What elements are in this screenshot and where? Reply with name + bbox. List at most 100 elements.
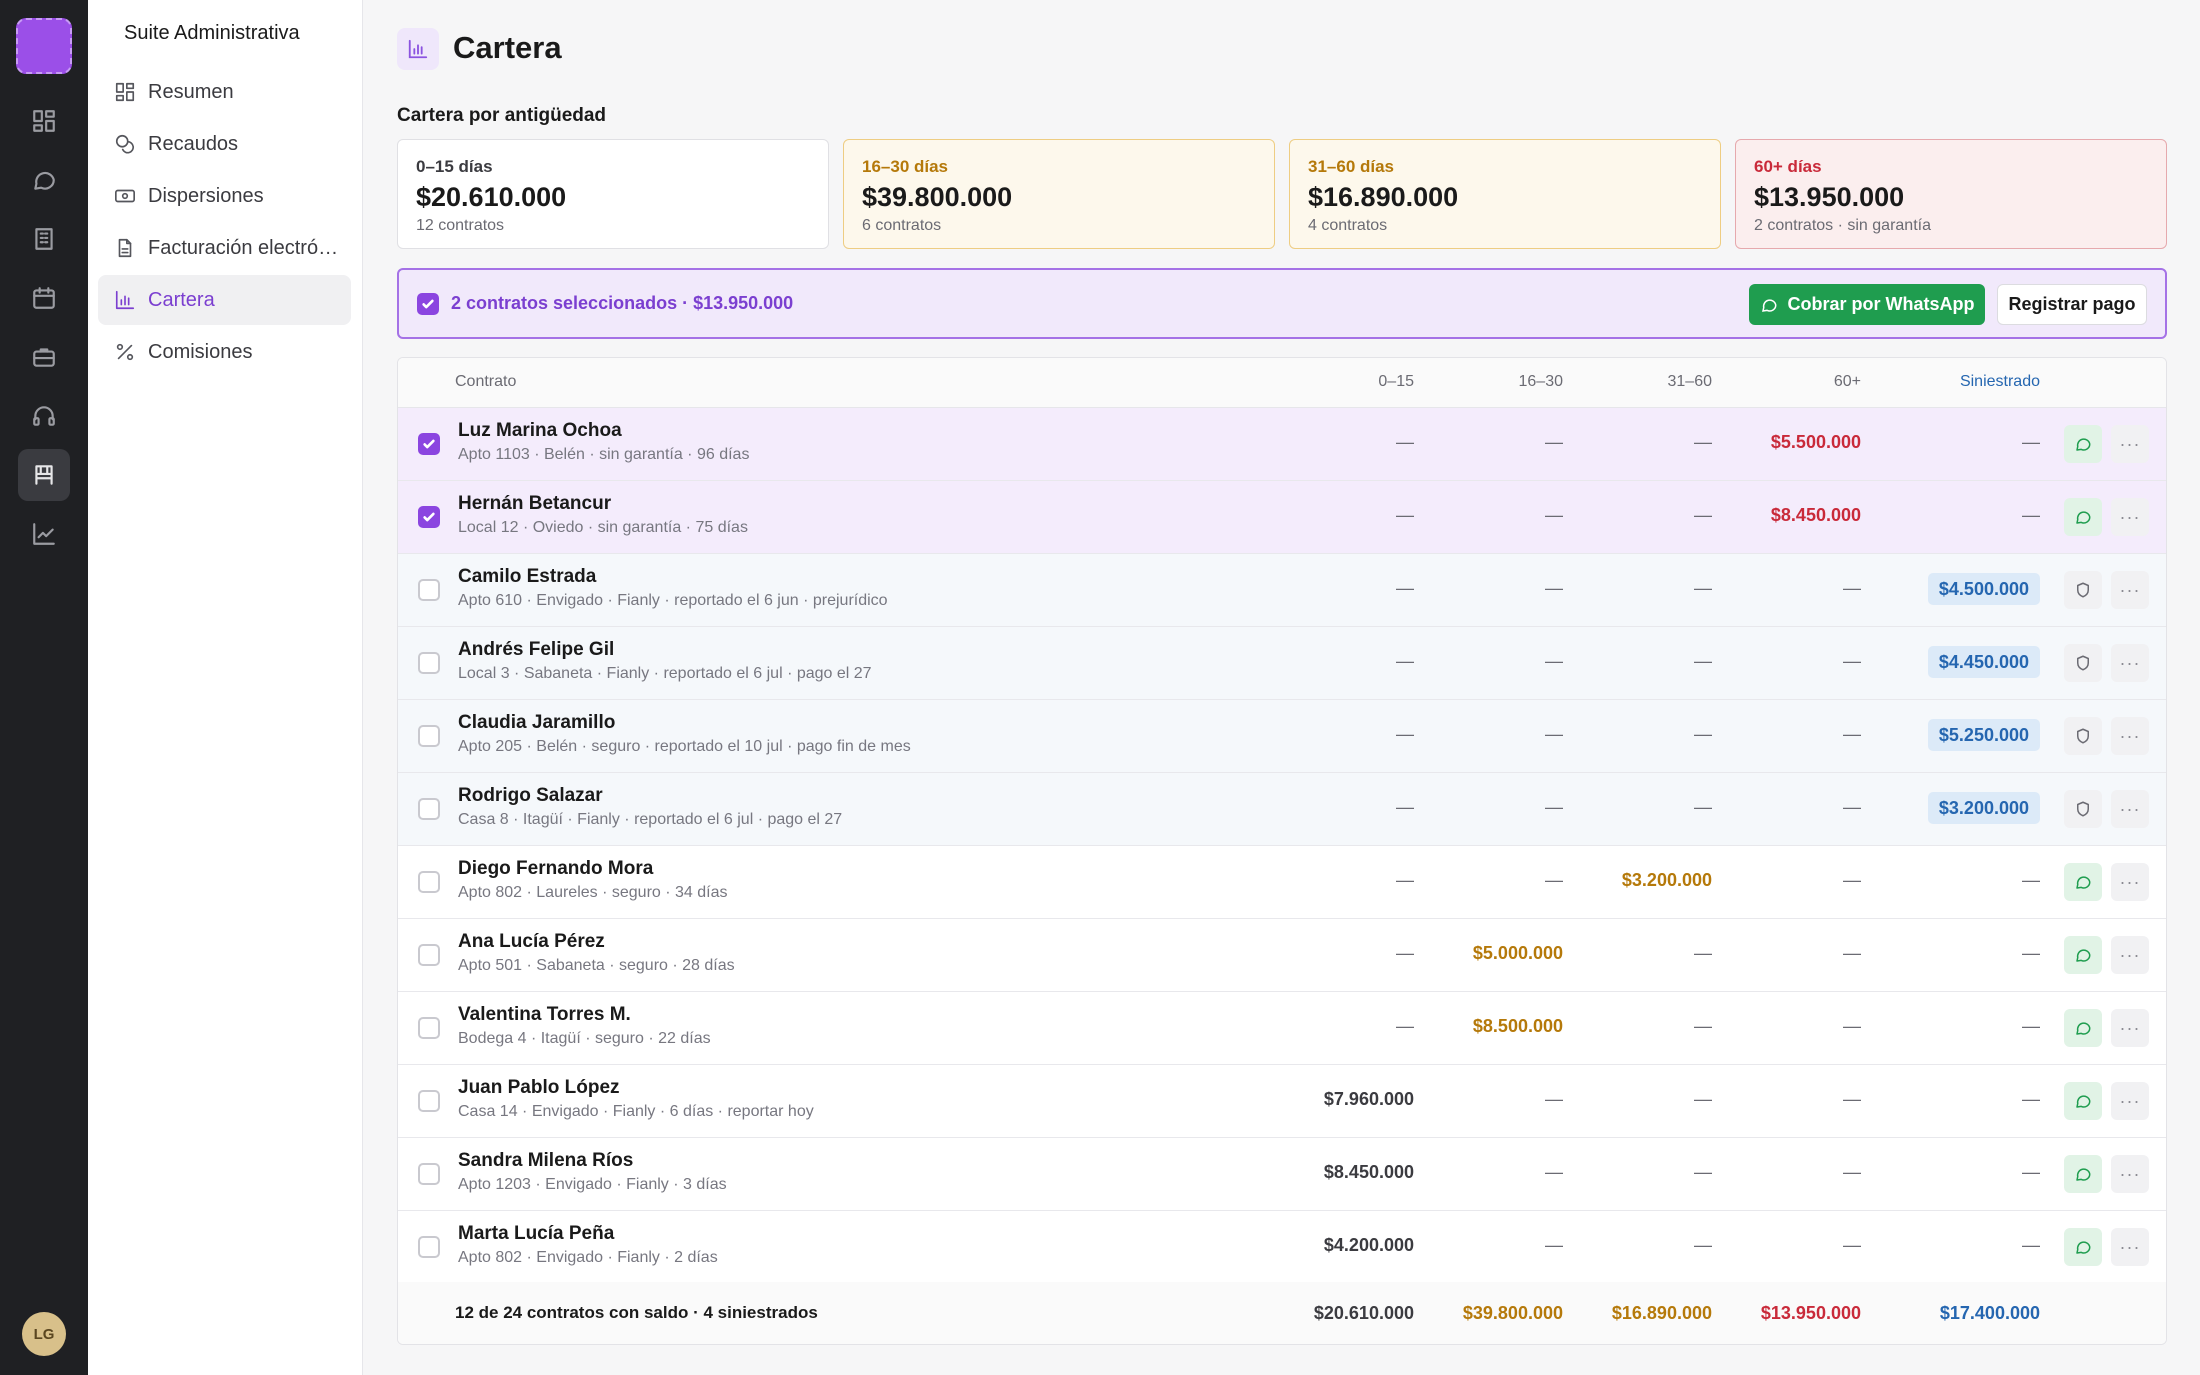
table-row[interactable]: Valentina Torres M. Bodega 4 · Itagüí · s… bbox=[398, 992, 2166, 1065]
aging-card-0-15[interactable]: 0–15 días $20.610.000 12 contratos bbox=[397, 139, 829, 249]
row-checkbox[interactable] bbox=[418, 871, 440, 893]
more-options-button[interactable]: ··· bbox=[2111, 571, 2149, 609]
contract-name[interactable]: Marta Lucía Peña bbox=[458, 1223, 615, 1244]
table-row[interactable]: Marta Lucía Peña Apto 802 · Envigado · Fi… bbox=[398, 1211, 2166, 1284]
user-avatar[interactable]: LG bbox=[22, 1312, 66, 1356]
contract-name[interactable]: Diego Fernando Mora bbox=[458, 858, 654, 879]
aging-card-16-30[interactable]: 16–30 días $39.800.000 6 contratos bbox=[843, 139, 1275, 249]
card-subtitle: 6 contratos bbox=[862, 217, 942, 234]
contract-name[interactable]: Rodrigo Salazar bbox=[458, 785, 603, 806]
storefront-icon[interactable] bbox=[18, 449, 70, 501]
header-0-15[interactable]: 0–15 bbox=[1378, 373, 1414, 390]
table-row[interactable]: Ana Lucía Pérez Apto 501 · Sabaneta · seg… bbox=[398, 919, 2166, 992]
building-icon[interactable] bbox=[18, 213, 70, 265]
row-checkbox[interactable] bbox=[418, 1163, 440, 1185]
row-checkbox[interactable] bbox=[418, 798, 440, 820]
table-row[interactable]: Claudia Jaramillo Apto 205 · Belén · segu… bbox=[398, 700, 2166, 773]
contract-name[interactable]: Valentina Torres M. bbox=[458, 1004, 631, 1025]
row-checkbox[interactable] bbox=[418, 506, 440, 528]
aging-card-60-plus[interactable]: 60+ días $13.950.000 2 contratos · sin g… bbox=[1735, 139, 2167, 249]
insurance-row-button[interactable] bbox=[2064, 644, 2102, 682]
row-checkbox[interactable] bbox=[418, 944, 440, 966]
cell-16-30: — bbox=[1545, 870, 1563, 890]
card-amount: $16.890.000 bbox=[1308, 182, 1459, 212]
table-row[interactable]: Diego Fernando Mora Apto 802 · Laureles ·… bbox=[398, 846, 2166, 919]
insurance-row-button[interactable] bbox=[2064, 571, 2102, 609]
whatsapp-row-button[interactable] bbox=[2064, 498, 2102, 536]
sidebar-item-cartera[interactable]: Cartera bbox=[98, 275, 351, 325]
table-row[interactable]: Sandra Milena Ríos Apto 1203 · Envigado ·… bbox=[398, 1138, 2166, 1211]
whatsapp-row-button[interactable] bbox=[2064, 425, 2102, 463]
row-checkbox[interactable] bbox=[418, 652, 440, 674]
contract-name[interactable]: Camilo Estrada bbox=[458, 566, 597, 587]
contract-name[interactable]: Sandra Milena Ríos bbox=[458, 1150, 634, 1171]
insurance-row-button[interactable] bbox=[2064, 790, 2102, 828]
contract-name[interactable]: Hernán Betancur bbox=[458, 493, 612, 514]
briefcase-icon[interactable] bbox=[18, 331, 70, 383]
whatsapp-row-button[interactable] bbox=[2064, 1228, 2102, 1266]
more-options-button[interactable]: ··· bbox=[2111, 1228, 2149, 1266]
whatsapp-row-button[interactable] bbox=[2064, 1009, 2102, 1047]
sidebar-item-dispersiones[interactable]: Dispersiones bbox=[98, 171, 351, 221]
cell-0-15: — bbox=[1396, 870, 1414, 890]
chat-icon[interactable] bbox=[18, 154, 70, 206]
more-options-button[interactable]: ··· bbox=[2111, 425, 2149, 463]
contract-details: Apto 610 · Envigado · Fianly · reportado… bbox=[458, 592, 888, 609]
more-options-button[interactable]: ··· bbox=[2111, 1155, 2149, 1193]
contract-name[interactable]: Juan Pablo López bbox=[458, 1077, 620, 1098]
sidebar-item-resumen[interactable]: Resumen bbox=[98, 67, 351, 117]
aging-card-31-60[interactable]: 31–60 días $16.890.000 4 contratos bbox=[1289, 139, 1721, 249]
whatsapp-row-button[interactable] bbox=[2064, 1082, 2102, 1120]
more-options-button[interactable]: ··· bbox=[2111, 1082, 2149, 1120]
whatsapp-row-button[interactable] bbox=[2064, 936, 2102, 974]
more-options-button[interactable]: ··· bbox=[2111, 1009, 2149, 1047]
headset-icon[interactable] bbox=[18, 390, 70, 442]
whatsapp-collect-button[interactable]: Cobrar por WhatsApp bbox=[1749, 284, 1985, 325]
more-options-button[interactable]: ··· bbox=[2111, 498, 2149, 536]
sidebar-item-facturacion[interactable]: Facturación electró… bbox=[98, 223, 351, 273]
sidebar-item-comisiones[interactable]: Comisiones bbox=[98, 327, 351, 377]
contract-name[interactable]: Andrés Felipe Gil bbox=[458, 639, 615, 660]
header-claim[interactable]: Siniestrado bbox=[1959, 373, 2040, 390]
header-16-30[interactable]: 16–30 bbox=[1518, 373, 1564, 390]
insurance-row-button[interactable] bbox=[2064, 717, 2102, 755]
table-header: Contrato 0–15 16–30 31–60 60+ Siniestrad… bbox=[398, 358, 2166, 408]
row-checkbox[interactable] bbox=[418, 1090, 440, 1112]
more-options-button[interactable]: ··· bbox=[2111, 717, 2149, 755]
app-logo[interactable] bbox=[16, 18, 72, 74]
select-all-checkbox[interactable] bbox=[417, 292, 439, 315]
row-checkbox[interactable] bbox=[418, 579, 440, 601]
more-options-button[interactable]: ··· bbox=[2111, 936, 2149, 974]
row-checkbox[interactable] bbox=[418, 725, 440, 747]
table-row[interactable]: Camilo Estrada Apto 610 · Envigado · Fian… bbox=[398, 554, 2166, 627]
row-checkbox[interactable] bbox=[418, 1236, 440, 1258]
cell-60-plus: — bbox=[1843, 1016, 1861, 1036]
table-row[interactable]: Andrés Felipe Gil Local 3 · Sabaneta · Fi… bbox=[398, 627, 2166, 700]
whatsapp-icon bbox=[2076, 1022, 2091, 1035]
footer-total-31-60: $16.890.000 bbox=[1611, 1303, 1712, 1323]
whatsapp-row-button[interactable] bbox=[2064, 1155, 2102, 1193]
sidebar-item-recaudos[interactable]: Recaudos bbox=[98, 119, 351, 169]
table-row[interactable]: Rodrigo Salazar Casa 8 · Itagüí · Fianly … bbox=[398, 773, 2166, 846]
trend-icon[interactable] bbox=[18, 508, 70, 560]
calendar-icon[interactable] bbox=[18, 272, 70, 324]
more-options-button[interactable]: ··· bbox=[2111, 644, 2149, 682]
table-row[interactable]: Juan Pablo López Casa 14 · Envigado · Fia… bbox=[398, 1065, 2166, 1138]
register-payment-button[interactable]: Registrar pago bbox=[1997, 284, 2147, 325]
whatsapp-row-button[interactable] bbox=[2064, 863, 2102, 901]
header-60-plus[interactable]: 60+ bbox=[1833, 373, 1861, 390]
more-options-button[interactable]: ··· bbox=[2111, 863, 2149, 901]
contract-name[interactable]: Claudia Jaramillo bbox=[458, 712, 616, 733]
contract-name[interactable]: Ana Lucía Pérez bbox=[458, 931, 605, 952]
row-checkbox[interactable] bbox=[418, 1017, 440, 1039]
row-checkbox[interactable] bbox=[418, 433, 440, 455]
contract-name[interactable]: Luz Marina Ochoa bbox=[458, 420, 622, 441]
table-row[interactable]: Hernán Betancur Local 12 · Oviedo · sin g… bbox=[398, 481, 2166, 554]
header-contract[interactable]: Contrato bbox=[455, 373, 517, 390]
more-options-button[interactable]: ··· bbox=[2111, 790, 2149, 828]
header-31-60[interactable]: 31–60 bbox=[1667, 373, 1713, 390]
cell-60-plus: — bbox=[1843, 724, 1861, 744]
table-row[interactable]: Luz Marina Ochoa Apto 1103 · Belén · sin … bbox=[398, 408, 2166, 481]
whatsapp-icon bbox=[2076, 1168, 2091, 1181]
grid-icon[interactable] bbox=[18, 95, 70, 147]
